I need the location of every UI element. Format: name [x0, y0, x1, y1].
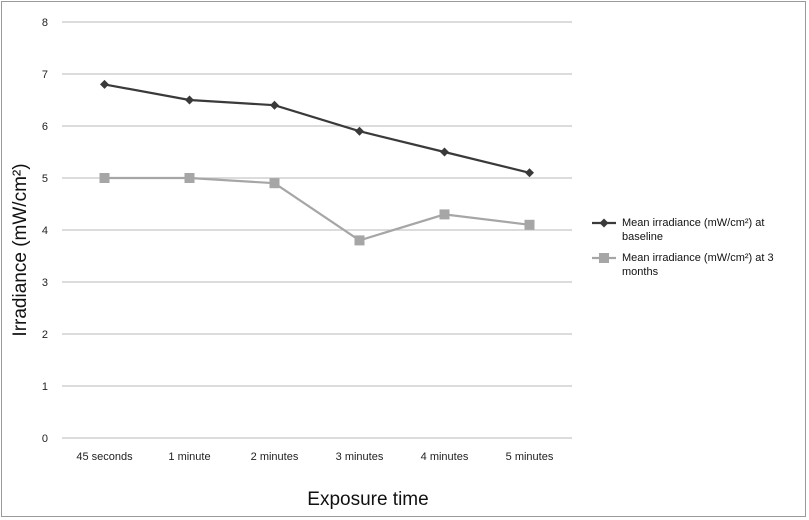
y-tick-label: 1 — [42, 381, 48, 393]
legend-label: baseline — [622, 231, 663, 243]
series-lines — [99, 79, 535, 246]
x-tick-label: 5 minutes — [506, 451, 554, 463]
x-tick-label: 1 minute — [168, 451, 210, 463]
y-axis-ticks: 0 1 2 3 4 5 6 7 8 — [42, 17, 48, 445]
x-tick-label: 2 minutes — [251, 451, 299, 463]
data-point — [524, 219, 535, 230]
data-point — [440, 147, 449, 157]
x-axis-title: Exposure time — [307, 489, 428, 510]
series-line-0 — [104, 83, 530, 174]
legend: Mean irradiance (mW/cm²) at baseline Mean … — [592, 217, 774, 278]
legend-label: Mean irradiance (mW/cm²) at — [622, 217, 764, 229]
legend-label: months — [622, 266, 659, 278]
x-tick-label: 45 seconds — [76, 451, 133, 463]
data-point — [184, 173, 195, 183]
y-tick-label: 2 — [42, 329, 48, 341]
data-point — [269, 178, 280, 189]
x-axis-ticks: 45 seconds 1 minute 2 minutes 3 minutes 4 mi… — [76, 451, 553, 463]
legend-label: Mean irradiance (mW/cm²) at 3 — [622, 252, 774, 264]
gridlines — [62, 21, 572, 439]
series-line-1 — [104, 176, 530, 242]
legend-marker-1 — [599, 253, 609, 263]
data-point — [270, 100, 279, 110]
x-tick-label: 3 minutes — [336, 451, 384, 463]
y-tick-label: 8 — [42, 17, 48, 29]
data-point — [100, 79, 109, 89]
y-axis-title: Irradiance (mW/cm²) — [10, 163, 31, 336]
legend-marker-0 — [599, 218, 609, 228]
y-tick-label: 7 — [42, 69, 48, 81]
y-tick-label: 5 — [42, 173, 48, 185]
data-point — [355, 126, 364, 136]
data-point — [525, 168, 534, 178]
x-tick-label: 4 minutes — [421, 451, 469, 463]
y-tick-label: 6 — [42, 121, 48, 133]
data-point — [354, 235, 365, 246]
y-tick-label: 4 — [42, 225, 48, 237]
data-point — [185, 95, 194, 105]
data-point — [439, 209, 450, 220]
data-point — [99, 173, 110, 183]
y-tick-label: 0 — [42, 433, 48, 445]
y-tick-label: 3 — [42, 277, 48, 289]
